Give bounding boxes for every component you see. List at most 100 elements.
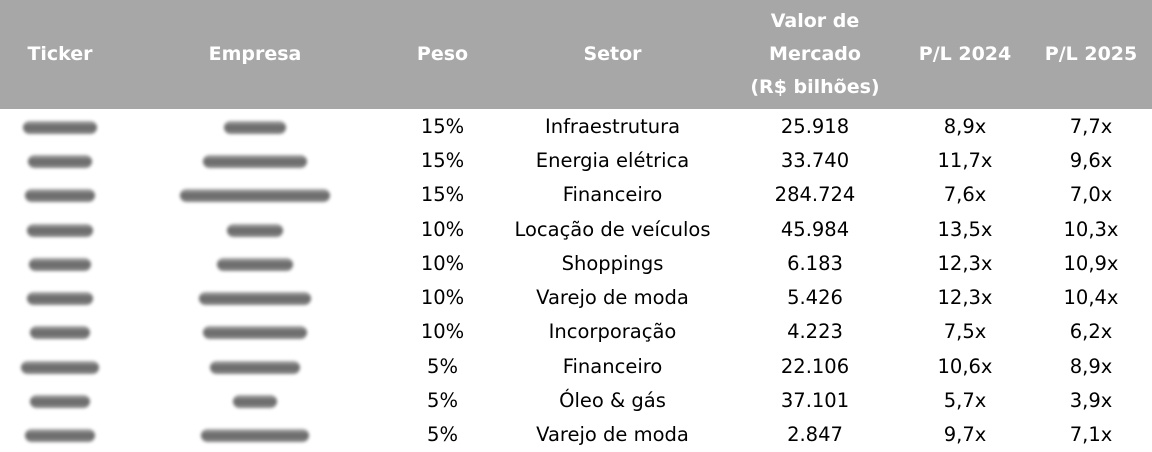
redacted-ticker-blur (29, 257, 91, 271)
pl2024-cell: 12,3x (937, 286, 993, 310)
valor-cell: 22.106 (780, 354, 850, 378)
redacted-empresa-blur (233, 395, 277, 409)
pl2025-cell: 7,1x (1069, 423, 1113, 447)
ticker-cell-redacted (0, 178, 120, 212)
peso-cell: 15% (420, 114, 465, 138)
peso-cell: 5% (427, 423, 458, 447)
redacted-ticker-blur (25, 429, 95, 443)
empresa-cell-redacted (120, 178, 390, 212)
peso-cell: 5% (427, 389, 458, 413)
empresa-cell-redacted (120, 418, 390, 452)
valor-cell: 284.724 (774, 183, 856, 207)
setor-cell: Incorporação (548, 320, 677, 344)
setor-cell: Locação de veículos (514, 217, 711, 241)
setor-cell: Energia elétrica (535, 148, 690, 172)
table-row: 10% Varejo de moda 5.426 12,3x 10,4x (0, 280, 1152, 314)
pl2025-cell: 10,3x (1063, 217, 1119, 241)
setor-cell: Shoppings (561, 251, 664, 275)
redacted-empresa-blur (227, 223, 283, 237)
empresa-cell-redacted (120, 246, 390, 280)
header-valor-line1: Valor de (770, 10, 860, 32)
header-setor: Setor (583, 43, 642, 65)
header-pl-2025: P/L 2025 (1044, 43, 1138, 65)
redacted-ticker-blur (30, 395, 90, 409)
ticker-cell-redacted (0, 212, 120, 246)
redacted-empresa-blur (210, 360, 300, 374)
pl2025-cell: 3,9x (1069, 389, 1113, 413)
ticker-cell-redacted (0, 246, 120, 280)
setor-cell: Infraestrutura (544, 114, 681, 138)
table-row: 10% Shoppings 6.183 12,3x 10,9x (0, 246, 1152, 280)
redacted-empresa-blur (224, 120, 286, 134)
table-row: 15% Energia elétrica 33.740 11,7x 9,6x (0, 143, 1152, 177)
ticker-cell-redacted (0, 383, 120, 417)
header-row: Ticker Empresa Peso Setor Valor de Merca… (0, 0, 1152, 109)
pl2024-cell: 8,9x (943, 114, 987, 138)
pl2024-cell: 9,7x (943, 423, 987, 447)
valor-cell: 6.183 (787, 251, 843, 275)
redacted-empresa-blur (180, 189, 330, 203)
peso-cell: 15% (420, 183, 465, 207)
table-header: Ticker Empresa Peso Setor Valor de Merca… (0, 0, 1152, 109)
pl2024-cell: 11,7x (937, 148, 993, 172)
valor-cell: 25.918 (780, 114, 850, 138)
setor-cell: Óleo & gás (559, 389, 666, 413)
peso-cell: 5% (427, 354, 458, 378)
header-pl-2024: P/L 2024 (918, 43, 1012, 65)
redacted-ticker-blur (30, 326, 90, 340)
table-row: 10% Incorporação 4.223 7,5x 6,2x (0, 315, 1152, 349)
valor-cell: 4.223 (787, 320, 843, 344)
pl2024-cell: 10,6x (937, 354, 993, 378)
ticker-cell-redacted (0, 280, 120, 314)
empresa-cell-redacted (120, 383, 390, 417)
redacted-ticker-blur (21, 360, 99, 374)
empresa-cell-redacted (120, 109, 390, 143)
ticker-cell-redacted (0, 143, 120, 177)
empresa-cell-redacted (120, 212, 390, 246)
setor-cell: Varejo de moda (536, 286, 689, 310)
valor-cell: 33.740 (780, 148, 850, 172)
header-valor-line3: (R$ bilhões) (750, 76, 880, 98)
pl2024-cell: 13,5x (937, 217, 993, 241)
pl2025-cell: 6,2x (1069, 320, 1113, 344)
empresa-cell-redacted (120, 280, 390, 314)
setor-cell: Varejo de moda (536, 423, 689, 447)
table-row: 5% Óleo & gás 37.101 5,7x 3,9x (0, 383, 1152, 417)
pl2025-cell: 8,9x (1069, 354, 1113, 378)
ticker-cell-redacted (0, 418, 120, 452)
table-row: 15% Infraestrutura 25.918 8,9x 7,7x (0, 109, 1152, 143)
table-row: 15% Financeiro 284.724 7,6x 7,0x (0, 178, 1152, 212)
redacted-empresa-blur (201, 429, 309, 443)
table-row: 5% Varejo de moda 2.847 9,7x 7,1x (0, 418, 1152, 452)
pl2024-cell: 12,3x (937, 251, 993, 275)
redacted-empresa-blur (203, 326, 307, 340)
ticker-cell-redacted (0, 315, 120, 349)
peso-cell: 10% (420, 320, 465, 344)
setor-cell: Financeiro (562, 183, 663, 207)
peso-cell: 15% (420, 148, 465, 172)
empresa-cell-redacted (120, 315, 390, 349)
valor-cell: 45.984 (780, 217, 850, 241)
valor-cell: 37.101 (780, 389, 850, 413)
redacted-ticker-blur (27, 223, 93, 237)
pl2024-cell: 7,5x (943, 320, 987, 344)
pl2025-cell: 10,9x (1063, 251, 1119, 275)
redacted-empresa-blur (217, 257, 293, 271)
redacted-empresa-blur (199, 292, 311, 306)
redacted-ticker-blur (28, 154, 92, 168)
empresa-cell-redacted (120, 349, 390, 383)
redacted-ticker-blur (23, 120, 97, 134)
header-empresa: Empresa (208, 43, 302, 65)
pl2024-cell: 7,6x (943, 183, 987, 207)
header-valor-line2: Mercado (769, 43, 861, 65)
table-row: 5% Financeiro 22.106 10,6x 8,9x (0, 349, 1152, 383)
pl2025-cell: 7,7x (1069, 114, 1113, 138)
valor-cell: 5.426 (787, 286, 843, 310)
header-valor-de-mercado: Valor de Mercado (R$ bilhões) (730, 0, 900, 109)
table-body: 15% Infraestrutura 25.918 8,9x 7,7x 15% Energi… (0, 109, 1152, 452)
empresa-cell-redacted (120, 143, 390, 177)
pl2025-cell: 7,0x (1069, 183, 1113, 207)
ticker-cell-redacted (0, 349, 120, 383)
pl2025-cell: 10,4x (1063, 286, 1119, 310)
